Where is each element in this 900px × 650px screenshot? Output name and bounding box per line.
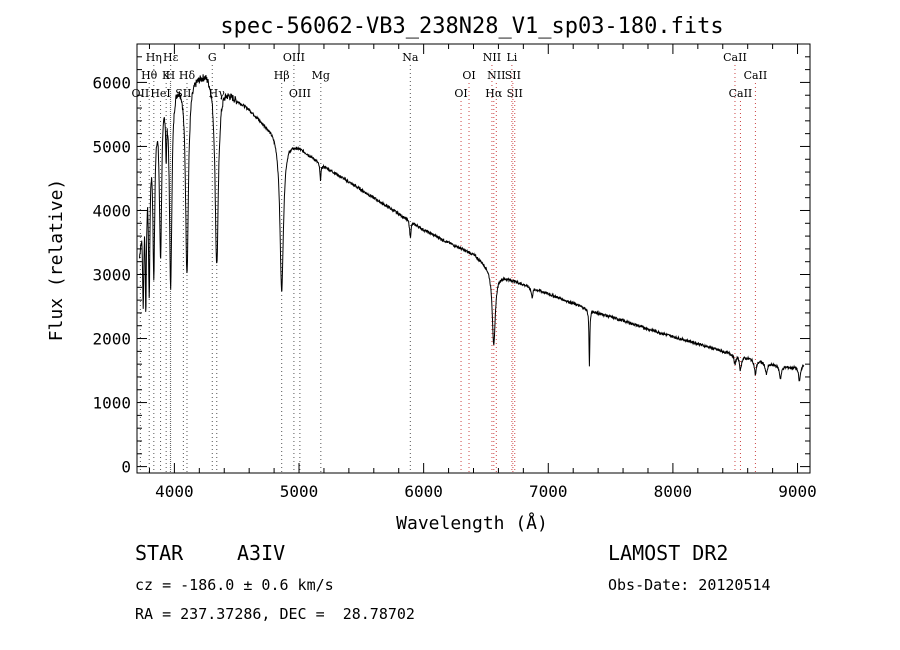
- line-label: Hδ: [179, 69, 196, 82]
- star-label: STAR: [135, 541, 184, 565]
- x-tick-label: 7000: [529, 482, 568, 501]
- y-tick-label: 1000: [92, 394, 131, 413]
- y-tick-label: 2000: [92, 330, 131, 349]
- obs-date: Obs-Date: 20120514: [608, 576, 771, 594]
- line-label: Hα: [485, 87, 503, 100]
- line-label: OIII: [289, 87, 311, 100]
- line-label: CaII: [729, 87, 753, 100]
- line-label: OI: [454, 87, 467, 100]
- line-label: Li: [506, 51, 517, 64]
- plot-frame: [136, 43, 811, 474]
- line-label: OIII: [283, 51, 305, 64]
- line-label: SII: [507, 87, 523, 100]
- redshift-velocity: cz = -186.0 ± 0.6 km/s: [135, 576, 334, 594]
- axes: 4000 5000 6000 7000 8000 9000 0 1000 2000 3000 400…: [92, 43, 817, 501]
- line-label: Hε: [163, 51, 179, 64]
- line-label: NII: [487, 69, 505, 82]
- x-tick-label: 9000: [778, 482, 817, 501]
- y-tick-label: 6000: [92, 73, 131, 92]
- coordinates: RA = 237.37286, DEC = 28.78702: [135, 605, 415, 623]
- line-label: Hθ: [141, 69, 158, 82]
- x-tick-label: 6000: [404, 482, 443, 501]
- line-label: G: [208, 51, 217, 64]
- line-label: Hβ: [274, 69, 290, 82]
- line-label: K: [162, 69, 171, 82]
- survey-name: LAMOST DR2: [608, 541, 729, 565]
- line-label: HeI: [150, 87, 170, 100]
- x-tick-label: 5000: [280, 482, 319, 501]
- line-label: CaII: [723, 51, 747, 64]
- x-tick-label: 8000: [654, 482, 693, 501]
- spectrum-line: [139, 74, 805, 382]
- y-tick-label: 4000: [92, 201, 131, 220]
- spectral-class: A3IV: [237, 541, 286, 565]
- y-axis-label: Flux (relative): [46, 179, 67, 342]
- y-tick-label: 3000: [92, 266, 131, 285]
- y-tick-label: 5000: [92, 137, 131, 156]
- line-label: CaII: [744, 69, 768, 82]
- x-tick-label: 4000: [155, 482, 194, 501]
- line-label: NII: [483, 51, 501, 64]
- chart-title: spec-56062-VB3_238N28_V1_sp03-180.fits: [220, 14, 723, 39]
- line-label: OII: [132, 87, 150, 100]
- line-label: Mg: [312, 69, 330, 82]
- line-label: Hη: [146, 51, 162, 64]
- line-label: OI: [462, 69, 475, 82]
- line-label: SII: [505, 69, 521, 82]
- spectrum-series: [139, 74, 805, 382]
- x-axis-label: Wavelength (Å): [396, 512, 548, 534]
- line-label: Na: [402, 51, 419, 64]
- y-tick-label: 0: [121, 458, 131, 477]
- line-label: Hγ: [209, 87, 226, 100]
- line-label: H: [166, 69, 176, 82]
- spectral-line-markers: HηHθOIIHεKHeIHSIIHδGHγOIIIHβOIIIMgNaOIOI…: [132, 51, 768, 473]
